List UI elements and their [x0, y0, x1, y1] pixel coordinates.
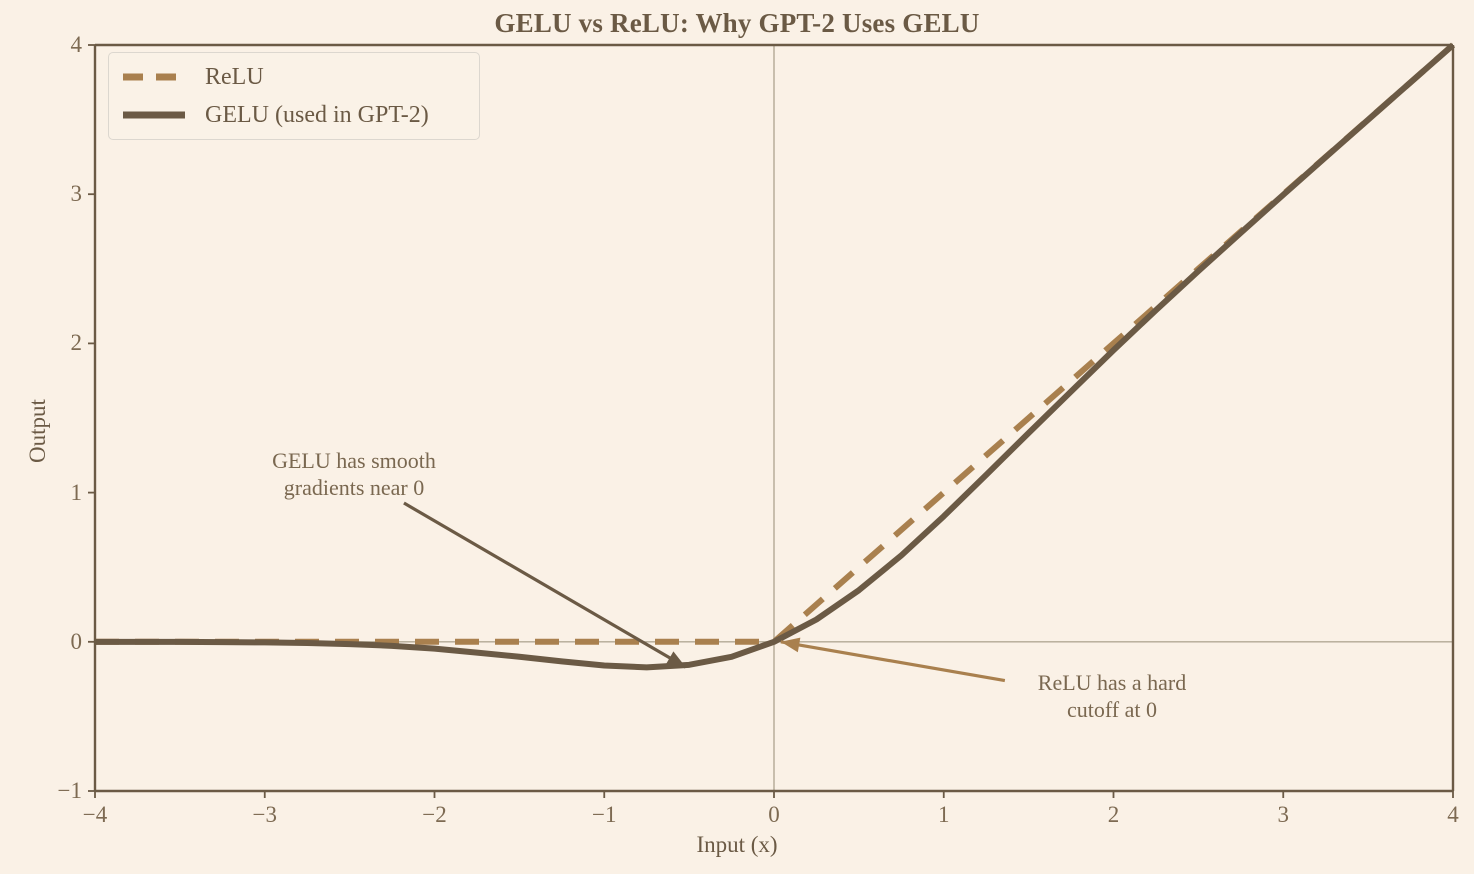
- legend[interactable]: ReLU GELU (used in GPT-2): [108, 52, 480, 140]
- y-tick-label: 2: [70, 330, 83, 356]
- annotation-gelu-text: GELU has smooth gradients near 0: [272, 448, 436, 500]
- y-tick-label: −1: [57, 778, 82, 803]
- x-axis-label: Input (x): [696, 832, 778, 857]
- arrow-head-gelu-note: [665, 651, 686, 668]
- legend-label-relu: ReLU: [205, 63, 264, 90]
- x-tick-label: 2: [1107, 802, 1120, 827]
- annotation-relu-text: ReLU has a hard cutoff at 0: [1037, 670, 1187, 722]
- legend-entry-relu[interactable]: ReLU: [121, 57, 264, 97]
- data-series-group: [94, 42, 1455, 671]
- legend-swatch-gelu: [121, 105, 187, 125]
- y-tick-label: 0: [70, 628, 83, 654]
- y-tick-label: 1: [70, 479, 83, 505]
- x-tick-label: −1: [592, 802, 617, 827]
- x-tick-label: −3: [252, 802, 277, 827]
- arrow-line-relu-note: [780, 640, 1006, 683]
- x-tick-label: 4: [1447, 802, 1459, 827]
- x-tick-label: 3: [1277, 802, 1290, 827]
- x-tick-label: 0: [768, 802, 780, 827]
- y-tick-label: 4: [70, 32, 83, 57]
- legend-entry-gelu[interactable]: GELU (used in GPT-2): [121, 95, 429, 135]
- arrow-head-relu-note: [780, 637, 801, 653]
- x-tick-label: 1: [938, 802, 950, 827]
- y-tick-label: 3: [70, 181, 83, 207]
- arrow-line-gelu-note: [403, 501, 687, 669]
- x-tick-label: −2: [422, 802, 447, 827]
- annotation-arrows: [403, 501, 1006, 683]
- legend-label-gelu: GELU (used in GPT-2): [205, 101, 429, 128]
- axis-tick-marks: [88, 44, 1454, 798]
- y-axis-label: Output: [25, 399, 50, 463]
- legend-swatch-relu: [121, 67, 187, 87]
- series-line-gelu: [94, 42, 1455, 671]
- x-tick-label: −4: [82, 802, 108, 827]
- chart-title: GELU vs ReLU: Why GPT-2 Uses GELU: [494, 8, 980, 38]
